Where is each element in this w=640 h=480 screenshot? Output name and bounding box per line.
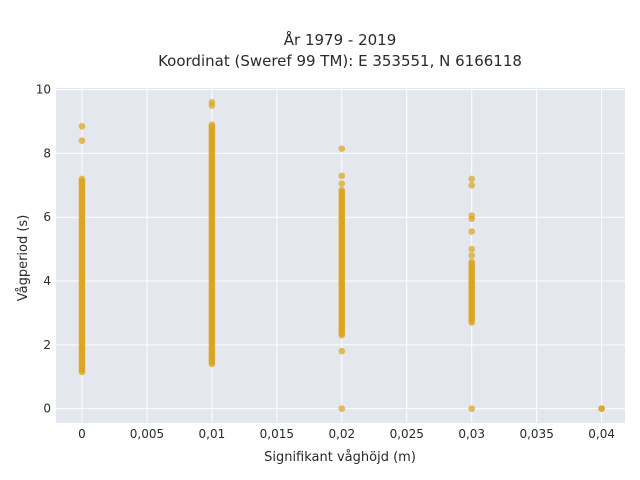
x-tick-label: 0,01 <box>199 427 226 441</box>
data-point <box>468 175 476 183</box>
data-point <box>338 405 346 412</box>
y-tick-label: 10 <box>36 83 51 97</box>
x-axis-ticks: 0 0,005 0,01 0,015 0,02 0,025 0,03 0,035 0,04 <box>78 427 615 441</box>
data-point <box>338 172 346 180</box>
data-points <box>78 99 605 412</box>
data-point <box>208 121 216 128</box>
data-point <box>78 137 86 144</box>
x-tick-label: 0,005 <box>130 427 164 441</box>
data-point <box>338 145 346 152</box>
chart-title-line-2: Koordinat (Sweref 99 TM): E 353551, N 61… <box>158 52 522 70</box>
data-point <box>208 99 216 106</box>
chart-title-line-1: År 1979 - 2019 <box>284 30 397 49</box>
data-point <box>468 212 476 219</box>
x-tick-label: 0 <box>78 427 86 441</box>
y-tick-label: 2 <box>43 338 51 352</box>
data-point <box>338 186 346 194</box>
x-tick-label: 0,04 <box>588 427 615 441</box>
x-tick-label: 0,03 <box>458 427 485 441</box>
y-tick-label: 8 <box>43 146 51 160</box>
data-point <box>468 252 476 259</box>
data-point <box>338 180 346 188</box>
x-tick-label: 0,02 <box>328 427 355 441</box>
x-tick-label: 0,015 <box>260 427 294 441</box>
x-tick-label: 0,025 <box>390 427 424 441</box>
y-tick-label: 0 <box>43 402 51 416</box>
data-point <box>78 122 86 130</box>
data-point <box>468 405 476 412</box>
y-axis-ticks: 0 2 4 6 8 10 <box>36 83 51 416</box>
y-tick-label: 4 <box>43 274 51 288</box>
data-point <box>338 347 346 355</box>
data-point <box>468 182 476 189</box>
data-point <box>78 175 86 183</box>
data-point <box>468 245 476 253</box>
x-axis-label: Signifikant våghöjd (m) <box>264 450 416 465</box>
y-tick-label: 6 <box>43 210 51 224</box>
data-point <box>598 405 605 412</box>
data-point <box>468 258 476 266</box>
data-point <box>468 228 476 235</box>
y-axis-label: Vågperiod (s) <box>16 215 31 302</box>
x-tick-label: 0,035 <box>519 427 553 441</box>
